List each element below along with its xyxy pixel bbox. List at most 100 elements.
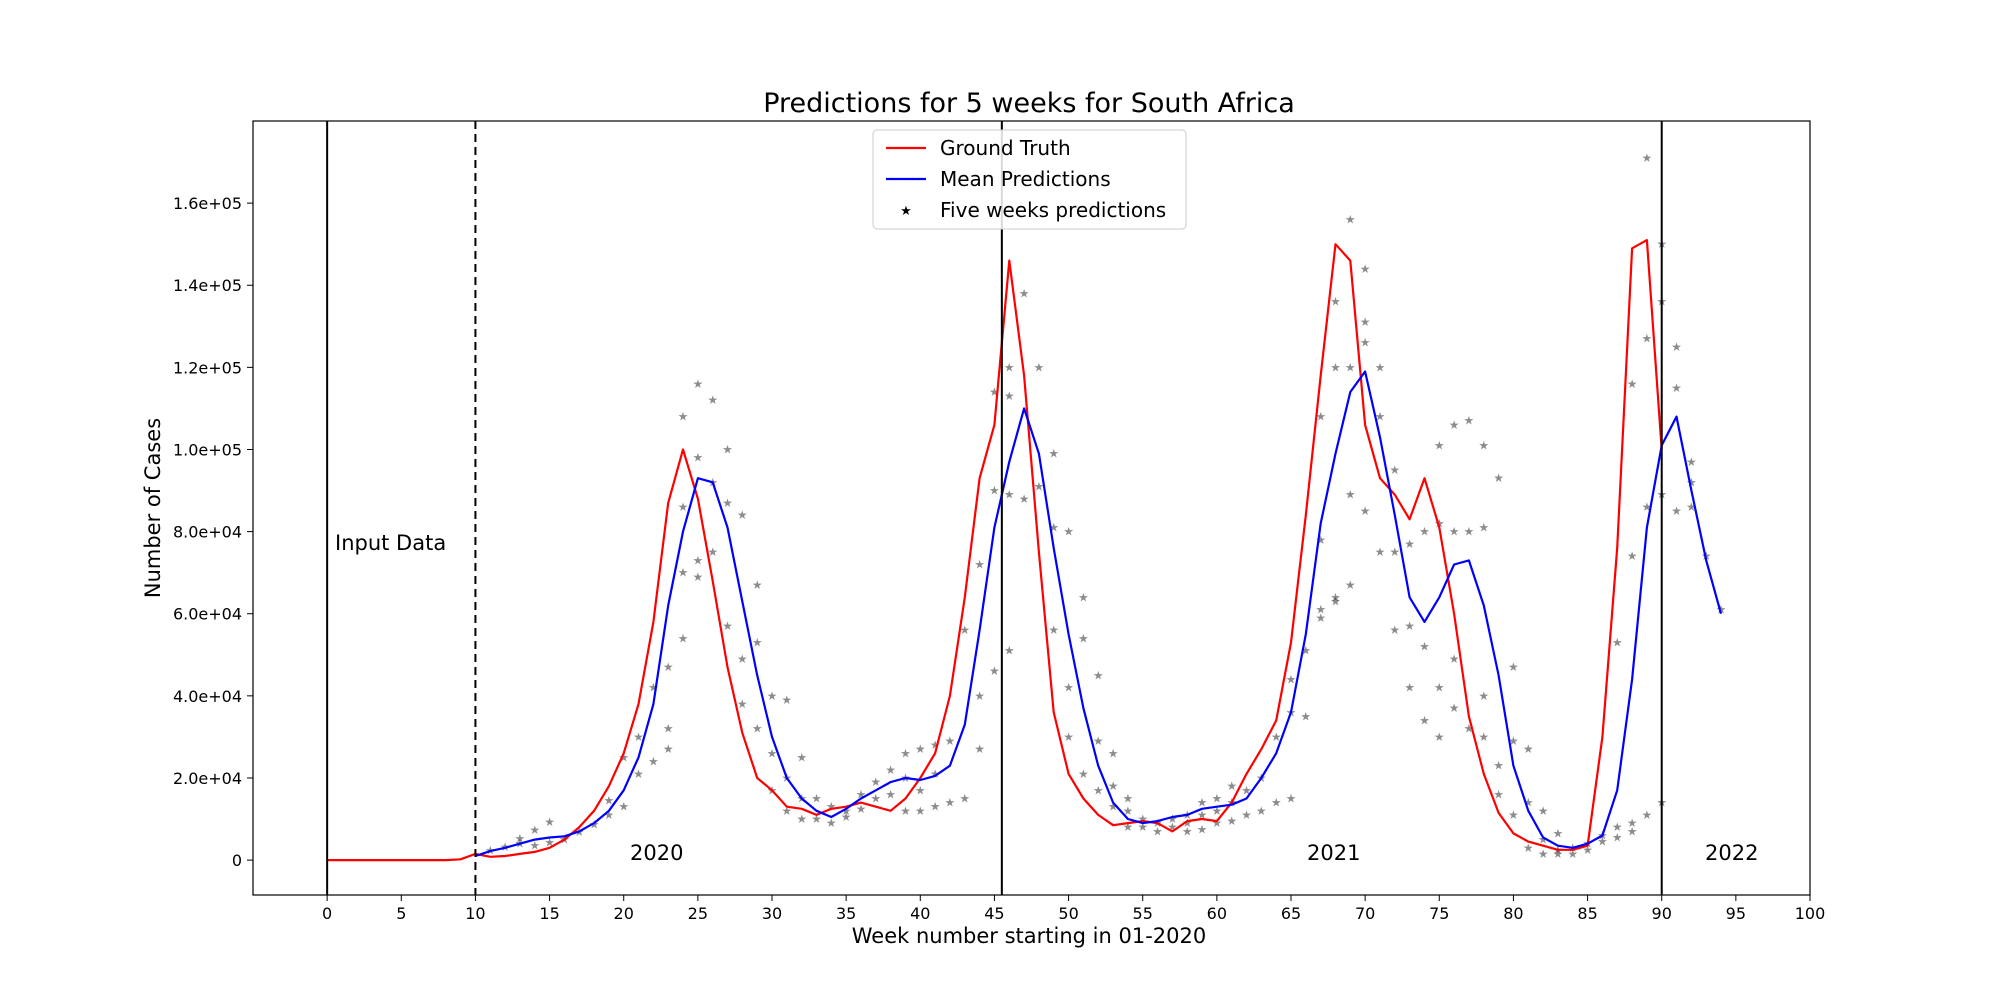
five-week-prediction-point: ★ [1078,767,1089,781]
five-week-prediction-point: ★ [1078,631,1089,645]
five-week-prediction-point: ★ [1108,779,1119,793]
five-week-prediction-point: ★ [915,742,926,756]
five-week-prediction-point: ★ [1078,590,1089,604]
five-week-prediction-point: ★ [618,800,629,814]
five-week-prediction-point: ★ [885,763,896,777]
five-week-prediction-point: ★ [1523,742,1534,756]
five-week-prediction-point: ★ [1063,681,1074,695]
five-week-prediction-point: ★ [989,664,1000,678]
x-tick-label: 40 [910,904,930,923]
y-tick-label: 1.2e+05 [173,358,242,377]
five-week-prediction-point: ★ [1271,796,1282,810]
five-week-prediction-point: ★ [1538,804,1549,818]
x-tick-label: 0 [322,904,332,923]
five-week-prediction-point: ★ [1345,578,1356,592]
y-tick-label: 1.0e+05 [173,440,242,459]
five-week-prediction-point: ★ [1553,826,1564,840]
five-week-prediction-point: ★ [1464,525,1475,539]
five-week-prediction-point: ★ [959,623,970,637]
five-week-prediction-point: ★ [1048,521,1059,535]
x-tick-label: 45 [984,904,1004,923]
five-week-prediction-point: ★ [1019,287,1030,301]
five-week-prediction-point: ★ [1360,315,1371,329]
five-week-prediction-point: ★ [796,812,807,826]
five-week-prediction-point: ★ [1123,804,1134,818]
five-week-prediction-point: ★ [604,794,615,808]
five-week-prediction-point: ★ [752,578,763,592]
legend: Ground Truth Mean Predictions ★ Five wee… [872,129,1187,230]
five-week-prediction-point: ★ [1389,463,1400,477]
five-week-prediction-point: ★ [1642,151,1653,165]
five-week-prediction-point: ★ [1434,730,1445,744]
five-week-prediction-point: ★ [678,566,689,580]
five-week-prediction-point: ★ [1493,787,1504,801]
five-week-prediction-point: ★ [1212,804,1223,818]
y-tick-label: 4.0e+04 [173,687,242,706]
x-axis-label: Week number starting in 01-2020 [852,924,1206,948]
five-week-prediction-point: ★ [737,652,748,666]
five-week-prediction-point: ★ [930,767,941,781]
five-week-prediction-point: ★ [1034,479,1045,493]
five-week-prediction-point: ★ [1642,500,1653,514]
five-week-prediction-point: ★ [1048,623,1059,637]
y-tick-label: 1.6e+05 [173,194,242,213]
five-week-prediction-point: ★ [1449,418,1460,432]
five-week-prediction-point: ★ [1419,714,1430,728]
y-tick-label: 6.0e+04 [173,605,242,624]
five-week-prediction-point: ★ [841,804,852,818]
five-week-prediction-point: ★ [678,631,689,645]
five-week-prediction-point: ★ [1034,360,1045,374]
five-week-prediction-point: ★ [1315,410,1326,424]
five-week-prediction-point: ★ [1152,824,1163,838]
five-week-prediction-point: ★ [722,496,733,510]
annotation-2021: 2021 [1307,841,1360,865]
x-tick-label: 75 [1429,904,1449,923]
plot-area: ★ ★ ★ ★ ★ ★ ★ ★ ★ ★ ★ ★ ★ ★ ★ ★ ★ ★ ★ ★ ★ ★ ★ ★ ★ ★ ★ ★ ★ ★ ★ ★ ★ ★ ★ ★ ★ ★ ★ ★… [173,120,1825,923]
x-tick-label: 60 [1207,904,1227,923]
five-week-prediction-point: ★ [811,812,822,826]
five-week-prediction-point: ★ [1404,681,1415,695]
five-week-prediction-point: ★ [1167,812,1178,826]
five-week-prediction-point: ★ [693,451,704,465]
x-tick-label: 55 [1133,904,1153,923]
five-week-prediction-point: ★ [1538,833,1549,847]
five-week-prediction-point: ★ [648,755,659,769]
x-tick-label: 10 [465,904,485,923]
five-week-prediction-point: ★ [870,775,881,789]
five-week-prediction-point: ★ [974,689,985,703]
five-week-prediction-point: ★ [1137,820,1148,834]
five-week-prediction-point: ★ [796,750,807,764]
five-week-prediction-point: ★ [1093,734,1104,748]
five-week-prediction-point: ★ [737,697,748,711]
five-week-prediction-point: ★ [1315,611,1326,625]
five-week-prediction-point: ★ [1212,816,1223,830]
five-week-prediction-point: ★ [1508,734,1519,748]
five-week-prediction-point: ★ [1315,603,1326,617]
five-week-prediction-point: ★ [1093,783,1104,797]
five-week-prediction-point: ★ [663,660,674,674]
five-week-prediction-point: ★ [1345,360,1356,374]
x-tick-label: 25 [688,904,708,923]
five-week-prediction-point: ★ [707,393,718,407]
five-week-prediction-point: ★ [781,804,792,818]
x-tick-label: 50 [1058,904,1078,923]
five-week-prediction-point: ★ [589,817,600,831]
five-week-prediction-point: ★ [974,558,985,572]
five-week-prediction-point: ★ [1063,730,1074,744]
legend-box [872,129,1187,230]
five-week-prediction-point: ★ [974,742,985,756]
five-week-prediction-point: ★ [1123,792,1134,806]
five-week-prediction-point: ★ [1449,652,1460,666]
five-week-prediction-point: ★ [752,636,763,650]
x-tick-label: 95 [1726,904,1746,923]
five-week-prediction-point: ★ [1345,213,1356,227]
five-week-prediction-point: ★ [663,742,674,756]
five-week-prediction-point: ★ [870,792,881,806]
five-week-prediction-point: ★ [1048,447,1059,461]
five-week-prediction-point: ★ [648,681,659,695]
five-week-prediction-point: ★ [1300,709,1311,723]
five-week-prediction-point: ★ [1019,492,1030,506]
five-week-prediction-point: ★ [1137,812,1148,826]
five-week-prediction-point: ★ [1434,438,1445,452]
